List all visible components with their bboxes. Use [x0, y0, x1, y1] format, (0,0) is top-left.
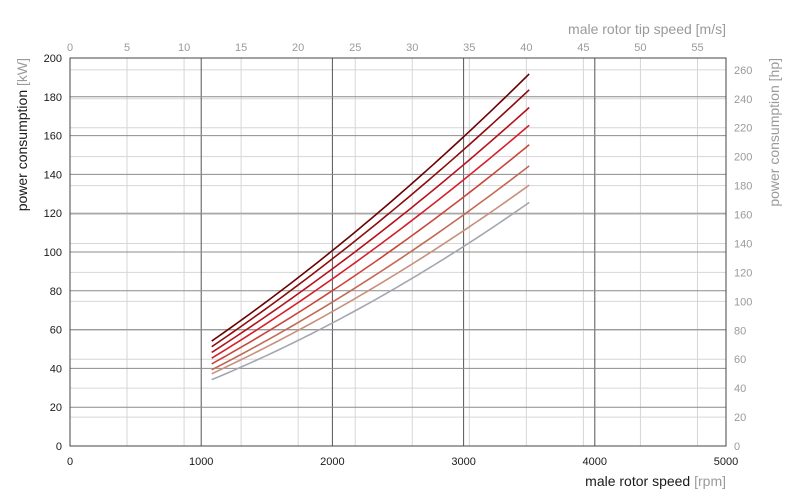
y2-tick-label: 240	[734, 94, 752, 106]
y2-tick-label: 20	[734, 412, 746, 424]
y-axis-unit: [kW]	[14, 58, 30, 86]
y-tick-label: 200	[44, 53, 62, 65]
grid-major	[70, 58, 726, 446]
y2-tick-label: 80	[734, 325, 746, 337]
y-tick-label: 100	[44, 247, 62, 259]
series-line-7	[211, 184, 530, 375]
x-tick-label: 5000	[714, 456, 738, 468]
x2-tick-label: 10	[178, 42, 190, 54]
x2-axis-label-text: male rotor tip speed	[568, 21, 692, 37]
x2-tick-label: 25	[349, 42, 361, 54]
x-axis-label-text: male rotor speed	[585, 473, 690, 489]
x-tick-label: 2000	[320, 456, 344, 468]
x2-tick-label: 5	[124, 42, 130, 54]
x-tick-label: 3000	[451, 456, 475, 468]
x2-axis-label: male rotor tip speed [m/s]	[568, 21, 726, 37]
x2-axis-unit: [m/s]	[696, 21, 726, 37]
x2-tick-label: 0	[67, 42, 73, 54]
x2-tick-label: 50	[634, 42, 646, 54]
y2-tick-label: 40	[734, 383, 746, 395]
grid-minor	[70, 58, 726, 446]
y-tick-label: 160	[44, 131, 62, 143]
x2-tick-label: 15	[235, 42, 247, 54]
y2-tick-label: 120	[734, 267, 752, 279]
y2-axis-label-text: power consumption	[766, 85, 782, 206]
x-axis-unit: [rpm]	[694, 473, 726, 489]
y2-tick-label: 140	[734, 238, 752, 250]
y2-tick-label: 220	[734, 123, 752, 135]
series-line-2	[211, 89, 530, 348]
series-line-6	[211, 165, 530, 371]
series-line-5	[211, 144, 530, 365]
x2-tick-label: 35	[463, 42, 475, 54]
series-line-4	[211, 124, 530, 359]
x2-tick-label: 40	[520, 42, 532, 54]
x-tick-label: 4000	[583, 456, 607, 468]
y-tick-label: 60	[50, 325, 62, 337]
y2-tick-label: 200	[734, 152, 752, 164]
x-tick-label: 0	[67, 456, 73, 468]
y-tick-label: 40	[50, 363, 62, 375]
x-tick-label: 1000	[189, 456, 213, 468]
x2-tick-label: 20	[292, 42, 304, 54]
y2-tick-label: 160	[734, 210, 752, 222]
y-axis-label-text: power consumption	[14, 90, 30, 211]
x2-tick-label: 55	[691, 42, 703, 54]
series-line-1	[211, 73, 530, 342]
y-axis-label: power consumption [kW]	[14, 58, 30, 211]
y2-tick-label: 0	[734, 441, 740, 453]
y-tick-label: 0	[56, 441, 62, 453]
y-tick-label: 140	[44, 169, 62, 181]
y-tick-label: 80	[50, 286, 62, 298]
series-line-8	[211, 201, 530, 381]
x2-tick-label: 30	[406, 42, 418, 54]
plot-frame	[69, 57, 727, 447]
y2-tick-label: 60	[734, 354, 746, 366]
y-tick-label: 180	[44, 92, 62, 104]
ticks-layer: 0 1000 2000 3000 4000 50000204060801001201401…	[44, 42, 753, 468]
y2-axis-label: power consumption [hp]	[766, 58, 782, 207]
y2-tick-label: 180	[734, 181, 752, 193]
y2-axis-unit: [hp]	[766, 58, 782, 81]
y-tick-label: 120	[44, 208, 62, 220]
x2-tick-label: 45	[577, 42, 589, 54]
series-line-3	[211, 106, 530, 354]
y-tick-label: 20	[50, 402, 62, 414]
series-layer	[211, 73, 530, 381]
y2-tick-label: 100	[734, 296, 752, 308]
x-axis-label: male rotor speed [rpm]	[585, 473, 726, 489]
y2-tick-label: 260	[734, 65, 752, 77]
